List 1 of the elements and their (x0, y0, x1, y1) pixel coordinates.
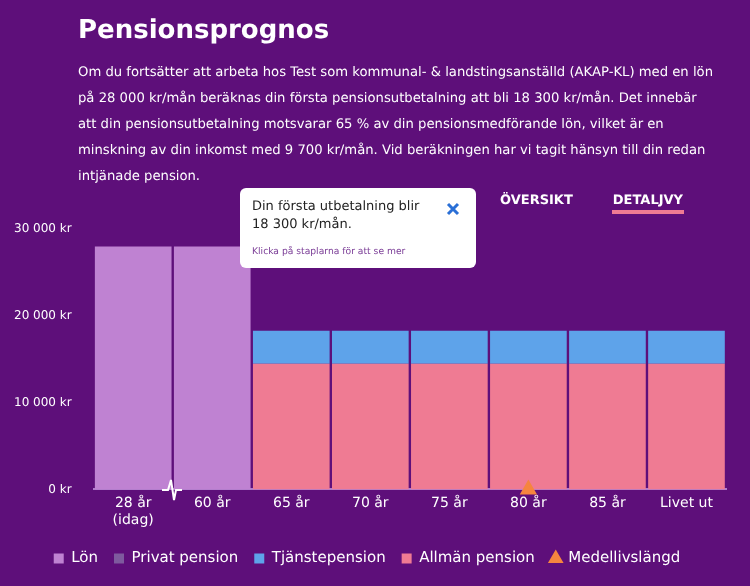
chart-title: Pensionsprognos (78, 16, 330, 46)
